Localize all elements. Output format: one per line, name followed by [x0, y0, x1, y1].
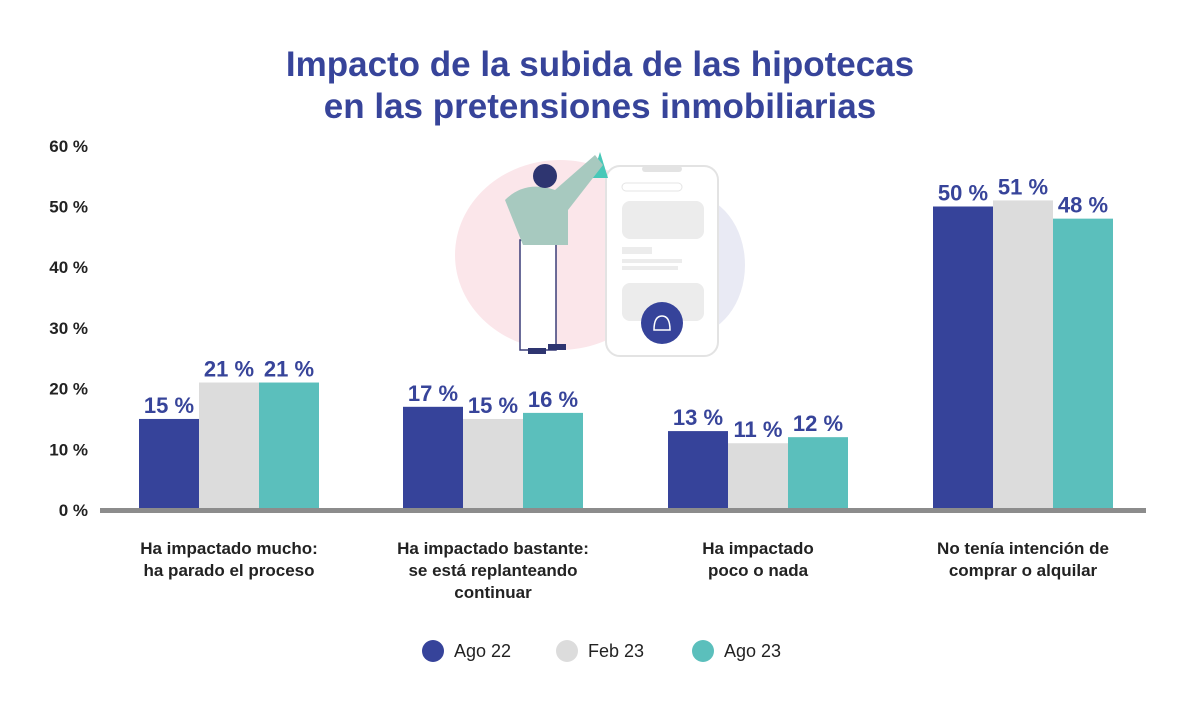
y-tick-label: 0 % — [59, 501, 88, 520]
data-label: 12 % — [793, 411, 843, 436]
bell-plus-icon — [641, 302, 683, 344]
bar-feb-23 — [993, 200, 1053, 510]
y-tick-label: 20 % — [49, 380, 88, 399]
illustration-woman-phone-bell — [455, 152, 745, 357]
x-axis-baseline — [100, 508, 1146, 513]
data-label: 16 % — [528, 387, 578, 412]
legend-item-feb-23: Feb 23 — [556, 640, 644, 662]
bar-ago-23 — [523, 412, 583, 510]
x-category-label-line: se está replanteando — [408, 561, 578, 580]
data-label: 11 % — [734, 417, 783, 442]
data-label: 15 % — [468, 393, 518, 418]
bar-feb-23 — [199, 382, 259, 510]
title-line-1: Impacto de la subida de las hipotecas — [285, 45, 915, 84]
data-label: 48 % — [1058, 193, 1108, 218]
x-category-label-line: Ha impactado — [702, 539, 814, 558]
data-label: 13 % — [673, 405, 723, 430]
legend-swatch — [556, 640, 578, 662]
legend-label: Ago 23 — [724, 640, 782, 661]
x-category-label-line: No tenía intención de — [937, 539, 1109, 558]
chart-title: Impacto de la subida de las hipotecas en… — [0, 44, 1200, 128]
legend-label: Feb 23 — [588, 640, 645, 661]
data-label: 21 % — [264, 357, 314, 382]
x-category-label-line: poco o nada — [707, 561, 809, 580]
y-tick-label: 60 % — [49, 137, 88, 156]
x-category-label: Ha impactado poco o nada — [638, 538, 878, 582]
data-label: 17 % — [408, 381, 458, 406]
bar-ago-22 — [403, 406, 463, 510]
legend-item-ago-23: Ago 23 — [692, 640, 781, 662]
bar-ago-22 — [139, 418, 199, 510]
x-category-label: Ha impactado mucho: ha parado el proceso — [109, 538, 349, 582]
y-tick-label: 30 % — [49, 319, 88, 338]
x-category-label: Ha impactado bastante: se está replantean… — [373, 538, 613, 604]
bar-ago-22 — [933, 206, 993, 510]
x-category-label-line: ha parado el proceso — [143, 561, 315, 580]
data-label: 15 % — [144, 393, 194, 418]
x-category-label: No tenía intención de comprar o alquilar — [903, 538, 1143, 582]
data-label: 51 % — [998, 174, 1048, 199]
y-tick-label: 40 % — [49, 258, 88, 277]
legend-swatch — [692, 640, 714, 662]
bar-ago-23 — [259, 382, 319, 510]
data-label: 21 % — [204, 357, 254, 382]
legend-swatch — [422, 640, 444, 662]
title-line-2: en las pretensiones inmobiliarias — [323, 87, 877, 126]
data-label: 50 % — [938, 181, 988, 206]
y-tick-label: 10 % — [49, 440, 88, 459]
bar-feb-23 — [463, 418, 523, 510]
bar-ago-23 — [1053, 218, 1113, 510]
legend-item-ago-22: Ago 22 — [422, 640, 511, 662]
bar-feb-23 — [728, 443, 788, 510]
bar-ago-23 — [788, 437, 848, 510]
x-category-label-line: comprar o alquilar — [948, 561, 1098, 580]
x-category-label-line: Ha impactado mucho: — [140, 539, 318, 558]
y-tick-label: 50 % — [49, 198, 88, 217]
bar-ago-22 — [668, 431, 728, 510]
legend-label: Ago 22 — [454, 640, 512, 661]
x-category-label-line: continuar — [454, 583, 532, 602]
x-category-label-line: Ha impactado bastante: — [397, 539, 589, 558]
